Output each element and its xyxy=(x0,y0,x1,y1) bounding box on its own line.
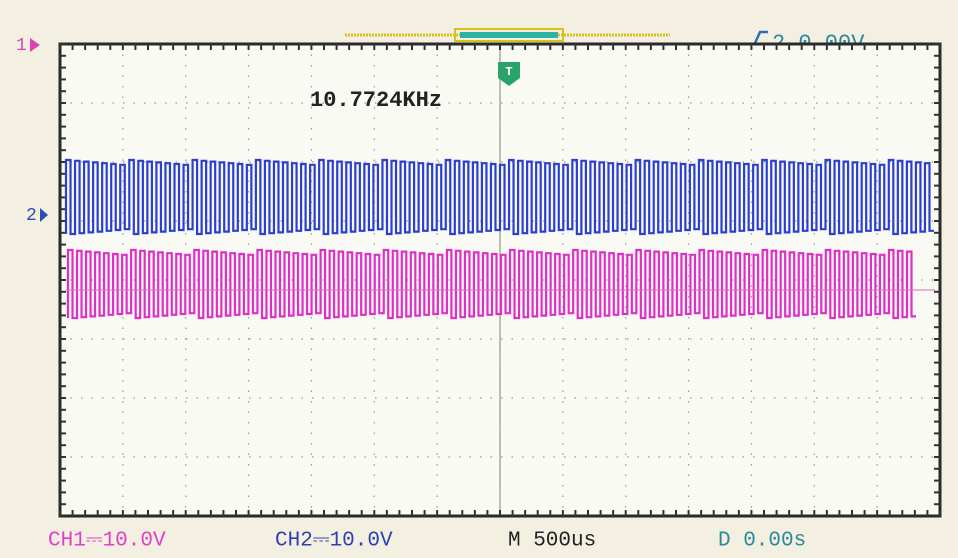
ch1-scale: CH1⎓10.0V xyxy=(48,530,166,553)
frequency-readout: 10.7724KHz xyxy=(310,88,442,113)
ch2-marker: 2 xyxy=(26,206,37,226)
delay: D 0.00s xyxy=(718,530,806,553)
timeline-view xyxy=(460,32,558,38)
ch1-waveform xyxy=(68,250,916,318)
ch2-scale: CH2⎓10.0V xyxy=(275,530,393,553)
ch2-waveform xyxy=(66,160,934,234)
oscilloscope-screen: 2 0.00V T 1 2 10.7724KHz CH1⎓10.0V CH2⎓1… xyxy=(0,0,958,558)
timebase: M 500us xyxy=(508,530,596,553)
trigger-marker-label: T xyxy=(505,65,512,79)
ch1-marker: 1 xyxy=(16,36,27,56)
